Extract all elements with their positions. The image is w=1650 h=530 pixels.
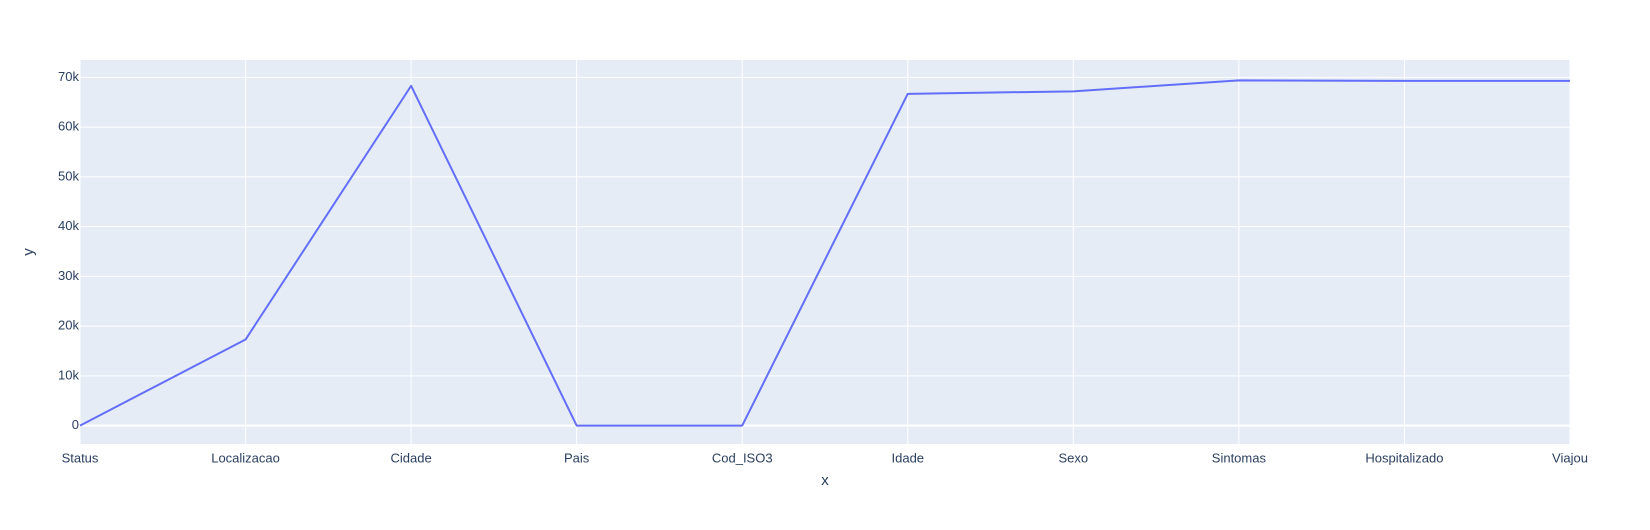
y-axis-title: y (20, 248, 37, 256)
y-tick-label: 60k (58, 119, 79, 134)
y-tick-label: 30k (58, 268, 79, 283)
x-tick-label: Sintomas (1212, 450, 1267, 465)
x-tick-label: Cod_ISO3 (712, 450, 773, 465)
x-tick-label: Sexo (1059, 450, 1089, 465)
x-tick-label: Idade (892, 450, 925, 465)
y-tick-label: 70k (58, 69, 79, 84)
x-tick-label: Viajou (1552, 450, 1588, 465)
y-tick-label: 40k (58, 218, 79, 233)
x-axis-title: x (821, 472, 829, 489)
series-line (79, 79, 1570, 427)
x-tick-label: Status (62, 450, 99, 465)
y-tick-labels: 0 10k 20k 30k 40k 50k 60k 70k (58, 69, 79, 432)
x-tick-label: Pais (564, 450, 590, 465)
grid-lines (79, 60, 1571, 444)
y-tick-label: 20k (58, 318, 79, 333)
series-layer (79, 79, 1570, 427)
plot-area (80, 60, 1570, 444)
x-tick-label: Hospitalizado (1365, 450, 1443, 465)
y-tick-label: 10k (58, 367, 79, 382)
y-tick-label: 50k (58, 168, 79, 183)
x-tick-label: Cidade (391, 450, 432, 465)
x-tick-labels: Status Localizacao Cidade Pais Cod_ISO3 Idade… (62, 450, 1588, 465)
x-tick-label: Localizacao (211, 450, 280, 465)
y-tick-label: 0 (72, 417, 79, 432)
